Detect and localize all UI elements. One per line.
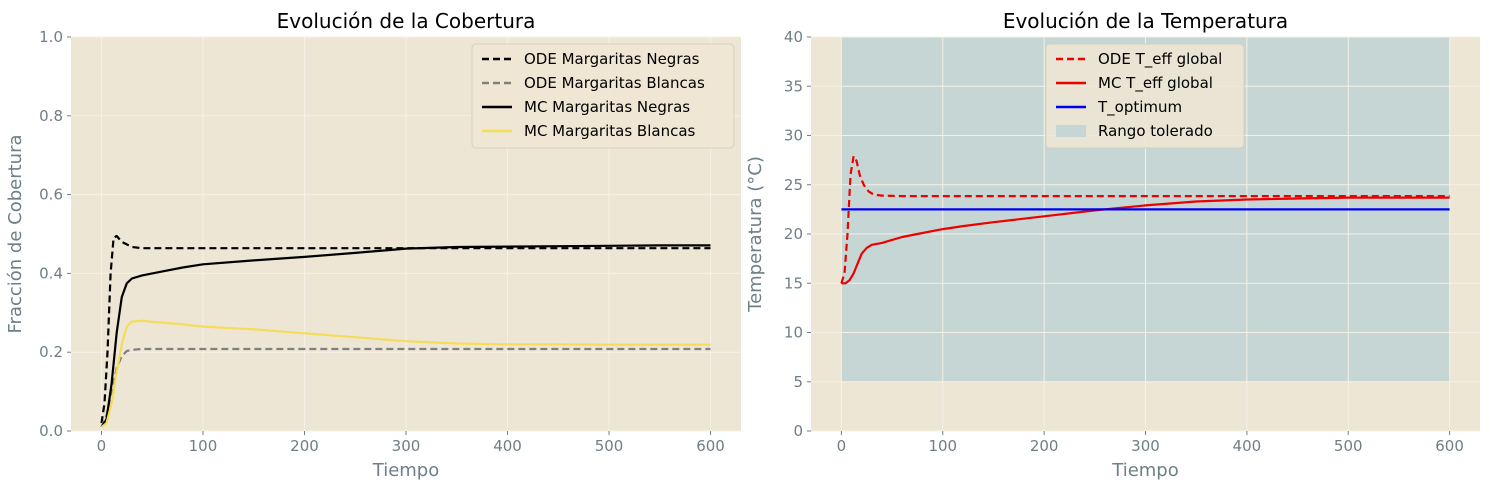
series-line-2: [841, 196, 1450, 285]
y-tick-label: 1.0: [39, 28, 63, 46]
y-tick-label: 30: [784, 127, 803, 145]
series-line-3: [100, 244, 711, 428]
x-tick-label: 0: [837, 437, 847, 455]
legend-entry: T_optimum: [1097, 98, 1182, 117]
x-tick-label: 300: [1131, 437, 1160, 455]
y-tick-label: 5: [793, 373, 803, 391]
x-tick-label: 200: [1030, 437, 1059, 455]
x-tick-label: 400: [1233, 437, 1262, 455]
y-tick-label: 0.8: [39, 107, 63, 125]
legend: ODE T_eff global MC T_eff global T_optimum…: [1045, 43, 1245, 149]
legend: ODE Margaritas Negras ODE Margaritas Blan…: [471, 43, 735, 149]
legend-entry: ODE Margaritas Negras: [524, 50, 700, 68]
x-tick-label: 200: [290, 437, 319, 455]
x-axis-label: Tiempo: [1111, 460, 1179, 481]
y-axis-label: Temperatura (°C): [745, 156, 766, 313]
y-tick-label: 35: [784, 77, 803, 95]
series-line-4: [100, 319, 711, 428]
chart-title: Evolución de la Temperatura: [1003, 9, 1288, 33]
legend-entry: ODE T_eff global: [1098, 50, 1222, 69]
legend-box: [471, 43, 735, 149]
y-tick-label: 0.6: [39, 186, 63, 204]
y-tick-label: 25: [784, 176, 803, 194]
x-axis-label: Tiempo: [372, 460, 440, 481]
legend-entry: MC Margaritas Negras: [524, 98, 690, 116]
legend-entry: ODE Margaritas Blancas: [524, 74, 705, 92]
y-tick-label: 0.4: [39, 264, 63, 282]
series-line-1: [100, 234, 711, 424]
chart-title: Evolución de la Cobertura: [277, 9, 536, 33]
y-tick-label: 40: [784, 28, 803, 46]
x-tick-label: 0: [97, 437, 107, 455]
series-line-2: [100, 347, 711, 428]
x-tick-label: 100: [189, 437, 218, 455]
x-tick-label: 100: [928, 437, 957, 455]
x-tick-label: 600: [1435, 437, 1464, 455]
y-tick-label: 0: [793, 422, 803, 440]
x-tick-label: 600: [696, 437, 725, 455]
y-tick-label: 10: [784, 324, 803, 342]
chart-panel-2: 0 100 200 300 400 500 600 0 5 10 15 20 25 30 35 40 Evolu…: [745, 9, 1480, 481]
y-axis-label: Fracción de Cobertura: [5, 134, 26, 333]
x-tick-label: 400: [493, 437, 522, 455]
chart-panel-1: 0 100 200 300 400 500 600 0.0 0.2 0.4 0.6 0.8 1.0 Evo…: [5, 9, 741, 481]
x-tick-label: 300: [392, 437, 421, 455]
x-tick-label: 500: [1334, 437, 1363, 455]
y-tick-label: 0.2: [39, 343, 63, 361]
legend-entry: MC Margaritas Blancas: [524, 122, 696, 140]
y-tick-label: 20: [784, 225, 803, 243]
y-tick-label: 15: [784, 274, 803, 292]
legend-entry: Rango tolerado: [1098, 122, 1213, 140]
series-line-1: [840, 155, 1450, 284]
legend-swatch: [1056, 125, 1086, 137]
legend-box: [1045, 43, 1245, 149]
y-tick-label: 0.0: [39, 422, 63, 440]
legend-entry: MC T_eff global: [1098, 74, 1213, 93]
x-tick-label: 500: [595, 437, 624, 455]
